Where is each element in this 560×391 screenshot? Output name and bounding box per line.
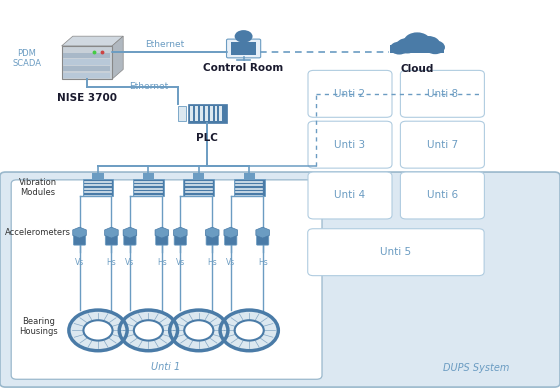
Polygon shape — [224, 227, 237, 238]
Circle shape — [134, 320, 163, 341]
FancyBboxPatch shape — [190, 106, 193, 121]
FancyBboxPatch shape — [220, 106, 222, 121]
Circle shape — [425, 40, 445, 54]
Polygon shape — [62, 36, 123, 46]
FancyBboxPatch shape — [63, 52, 110, 58]
Text: Vs: Vs — [75, 258, 84, 267]
Text: Ethernet: Ethernet — [129, 82, 168, 91]
FancyBboxPatch shape — [63, 66, 110, 71]
FancyBboxPatch shape — [0, 172, 560, 387]
FancyBboxPatch shape — [308, 70, 392, 117]
Circle shape — [235, 30, 253, 43]
FancyBboxPatch shape — [195, 106, 198, 121]
FancyBboxPatch shape — [83, 179, 113, 196]
Text: Vs: Vs — [176, 258, 185, 267]
FancyBboxPatch shape — [193, 174, 204, 179]
Text: Unti 2: Unti 2 — [334, 89, 366, 99]
Text: DUPS System: DUPS System — [443, 363, 509, 373]
FancyBboxPatch shape — [244, 174, 255, 179]
Circle shape — [69, 310, 127, 351]
FancyBboxPatch shape — [308, 172, 392, 219]
Polygon shape — [105, 227, 118, 238]
FancyBboxPatch shape — [200, 106, 203, 121]
Text: Hs: Hs — [157, 258, 167, 267]
Text: Unti 3: Unti 3 — [334, 140, 366, 150]
Text: Control Room: Control Room — [203, 63, 284, 73]
Circle shape — [235, 320, 264, 341]
FancyBboxPatch shape — [63, 59, 110, 65]
Text: Hs: Hs — [207, 258, 217, 267]
Text: Unti 7: Unti 7 — [427, 140, 458, 150]
Circle shape — [396, 38, 418, 54]
FancyBboxPatch shape — [183, 179, 214, 196]
Text: Accelerometers: Accelerometers — [5, 228, 71, 237]
Text: Vs: Vs — [226, 258, 235, 267]
FancyBboxPatch shape — [124, 231, 136, 245]
Text: Unti 6: Unti 6 — [427, 190, 458, 201]
Text: Unti 5: Unti 5 — [380, 247, 412, 257]
Circle shape — [170, 310, 228, 351]
Text: NISE 3700: NISE 3700 — [57, 93, 117, 103]
Circle shape — [390, 41, 408, 54]
FancyBboxPatch shape — [256, 231, 269, 245]
FancyBboxPatch shape — [400, 70, 484, 117]
FancyBboxPatch shape — [205, 106, 208, 121]
FancyBboxPatch shape — [156, 231, 168, 245]
FancyBboxPatch shape — [234, 179, 264, 196]
Text: Unti 4: Unti 4 — [334, 190, 366, 201]
FancyBboxPatch shape — [390, 45, 444, 53]
Text: Hs: Hs — [106, 258, 116, 267]
Text: PDM
SCADA: PDM SCADA — [12, 49, 41, 68]
FancyBboxPatch shape — [214, 106, 217, 121]
Polygon shape — [73, 227, 86, 238]
Text: Cloud: Cloud — [400, 64, 434, 74]
Polygon shape — [123, 227, 137, 238]
FancyBboxPatch shape — [92, 174, 104, 179]
Text: Unti 8: Unti 8 — [427, 89, 458, 99]
Text: Vs: Vs — [125, 258, 134, 267]
Circle shape — [404, 32, 431, 51]
FancyBboxPatch shape — [105, 231, 118, 245]
FancyBboxPatch shape — [225, 231, 237, 245]
Circle shape — [119, 310, 178, 351]
Circle shape — [220, 310, 278, 351]
FancyBboxPatch shape — [174, 231, 186, 245]
FancyBboxPatch shape — [188, 104, 227, 123]
FancyBboxPatch shape — [209, 106, 213, 121]
Circle shape — [417, 36, 440, 52]
FancyBboxPatch shape — [133, 179, 164, 196]
FancyBboxPatch shape — [206, 231, 218, 245]
FancyBboxPatch shape — [308, 121, 392, 168]
FancyBboxPatch shape — [178, 106, 186, 121]
Polygon shape — [256, 227, 269, 238]
FancyBboxPatch shape — [226, 39, 261, 58]
Polygon shape — [206, 227, 219, 238]
FancyBboxPatch shape — [143, 174, 154, 179]
Polygon shape — [155, 227, 169, 238]
FancyBboxPatch shape — [231, 42, 256, 55]
Polygon shape — [112, 36, 123, 79]
FancyBboxPatch shape — [62, 46, 112, 79]
Text: PLC: PLC — [196, 133, 218, 143]
FancyBboxPatch shape — [63, 73, 110, 78]
Text: Unti 1: Unti 1 — [151, 362, 180, 372]
FancyBboxPatch shape — [400, 121, 484, 168]
Polygon shape — [174, 227, 187, 238]
FancyBboxPatch shape — [11, 180, 322, 379]
FancyBboxPatch shape — [73, 231, 86, 245]
Text: Bearing
Housings: Bearing Housings — [18, 317, 58, 336]
Text: Hs: Hs — [258, 258, 268, 267]
FancyBboxPatch shape — [307, 229, 484, 276]
FancyBboxPatch shape — [400, 172, 484, 219]
Text: Ethernet: Ethernet — [146, 39, 185, 49]
Circle shape — [184, 320, 213, 341]
Circle shape — [83, 320, 113, 341]
Text: Vibration
Modules: Vibration Modules — [19, 178, 57, 197]
